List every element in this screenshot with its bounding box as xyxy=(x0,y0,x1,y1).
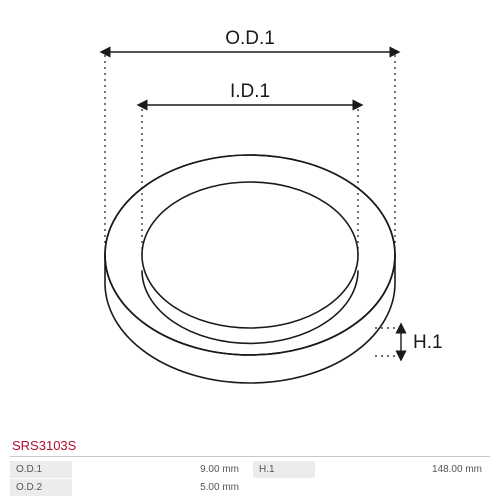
diagram-svg: O.D.1 I.D.1 H.1 xyxy=(0,0,500,430)
table-row: O.D.1 9.00 mm H.1 148.00 mm xyxy=(10,460,490,478)
svg-text:O.D.1: O.D.1 xyxy=(225,28,275,49)
spec-value: 9.00 mm xyxy=(72,461,247,478)
dimension-diagram: O.D.1 I.D.1 H.1 xyxy=(0,0,500,430)
spec-label: H.1 xyxy=(253,461,315,478)
spec-value: 5.00 mm xyxy=(72,479,247,496)
svg-text:I.D.1: I.D.1 xyxy=(230,81,270,102)
table-row: O.D.2 5.00 mm xyxy=(10,478,490,496)
spec-table: O.D.1 9.00 mm H.1 148.00 mm O.D.2 5.00 m… xyxy=(10,460,490,496)
divider xyxy=(10,456,490,457)
spec-value: 148.00 mm xyxy=(315,461,490,478)
part-number: SRS3103S xyxy=(12,438,76,453)
spec-label xyxy=(253,479,315,496)
spec-value xyxy=(315,479,490,496)
spec-label: O.D.1 xyxy=(10,461,72,478)
svg-text:H.1: H.1 xyxy=(413,332,443,353)
spec-label: O.D.2 xyxy=(10,479,72,496)
